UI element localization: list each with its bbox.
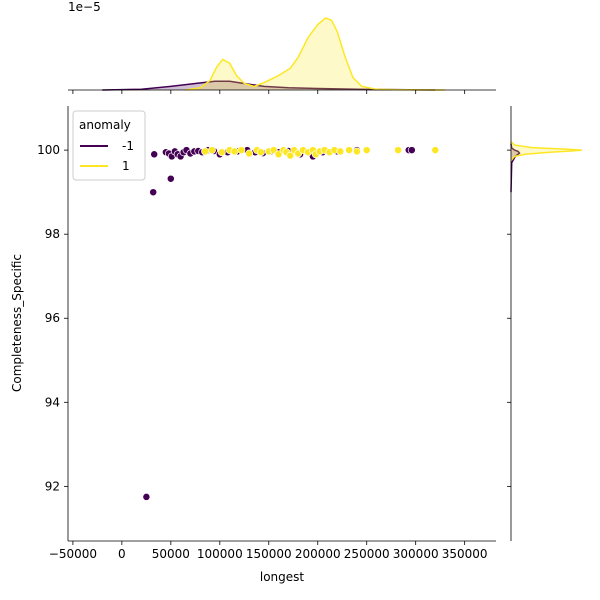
scatter-point-neg1 bbox=[407, 146, 416, 155]
scatter-points bbox=[142, 146, 440, 501]
top-marginal-kde: 1e−5 bbox=[68, 0, 496, 94]
right-kde-fill-1 bbox=[511, 141, 582, 161]
y-tick-label: 96 bbox=[45, 311, 60, 325]
top-kde-fill--1 bbox=[102, 81, 436, 90]
scatter-point-pos1 bbox=[208, 146, 216, 155]
right-marginal-kde bbox=[507, 106, 583, 541]
y-tick-label: 92 bbox=[45, 479, 60, 493]
x-tick-label: −50000 bbox=[49, 547, 97, 561]
right-marginal-ticks bbox=[507, 149, 511, 487]
scatter-point-pos1 bbox=[352, 147, 361, 156]
top-kde-layer bbox=[102, 17, 446, 91]
x-tick-label: 100000 bbox=[197, 547, 243, 561]
scatter-point-pos1 bbox=[431, 146, 440, 155]
scatter-point-pos1 bbox=[237, 146, 246, 155]
right-kde-line-1 bbox=[510, 141, 583, 162]
right-kde-line--1 bbox=[510, 143, 521, 193]
x-tick-label: 150000 bbox=[246, 547, 292, 561]
x-tick-label: 50000 bbox=[152, 547, 190, 561]
x-tick-label: 300000 bbox=[393, 547, 439, 561]
x-tick-label: 350000 bbox=[442, 547, 488, 561]
top-kde-fill-1 bbox=[185, 18, 446, 90]
y-tick-label: 98 bbox=[45, 227, 60, 241]
top-kde-line-1 bbox=[185, 17, 446, 91]
legend: anomaly -1 1 bbox=[72, 110, 146, 181]
y-axis-title: Completeness_Specific bbox=[10, 254, 24, 392]
y-axis-ticks: 92 94 96 98 100 bbox=[37, 143, 68, 493]
x-axis-title: longest bbox=[260, 570, 305, 584]
x-tick-label: 200000 bbox=[295, 547, 341, 561]
legend-frame bbox=[72, 110, 146, 181]
scatter-point-pos1 bbox=[286, 151, 295, 160]
y-tick-label: 94 bbox=[45, 395, 60, 409]
scatter-point-pos1 bbox=[256, 148, 265, 157]
scatter-point-neg1 bbox=[166, 174, 175, 183]
x-tick-label: 250000 bbox=[344, 547, 390, 561]
top-marginal-scale-label: 1e−5 bbox=[68, 0, 101, 14]
scatter-point-pos1 bbox=[345, 146, 354, 155]
scatter-point-pos1 bbox=[336, 147, 345, 156]
main-scatter-axes: −50000 0 50000 100000 150000 200000 250000 3000… bbox=[10, 106, 496, 584]
y-tick-label: 100 bbox=[37, 143, 60, 157]
legend-label-neg1: -1 bbox=[122, 139, 134, 153]
scatter-point-neg1 bbox=[142, 492, 151, 501]
x-axis-ticks: −50000 0 50000 100000 150000 200000 250000 3000… bbox=[49, 541, 488, 561]
scatter-point-pos1 bbox=[201, 147, 210, 156]
scatter-point-neg1 bbox=[150, 150, 159, 159]
legend-title: anomaly bbox=[79, 118, 131, 132]
scatter-point-pos1 bbox=[394, 146, 403, 155]
scatter-point-pos1 bbox=[245, 149, 254, 158]
x-tick-label: 0 bbox=[118, 547, 126, 561]
scatter-point-pos1 bbox=[230, 147, 239, 156]
right-kde-fill--1 bbox=[511, 143, 520, 193]
scatter-point-pos1 bbox=[217, 148, 226, 157]
top-marginal-ticks bbox=[72, 90, 466, 94]
legend-label-pos1: 1 bbox=[122, 159, 130, 173]
scatter-point-neg1 bbox=[149, 188, 158, 197]
right-kde-layer bbox=[510, 141, 583, 193]
scatter-point-pos1 bbox=[362, 146, 371, 155]
